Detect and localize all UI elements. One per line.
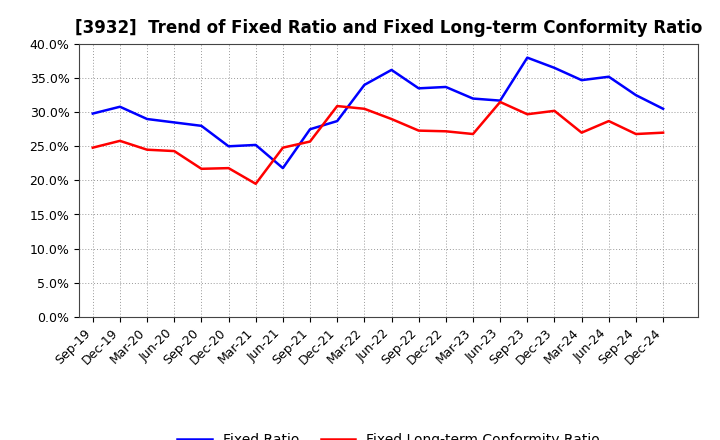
Fixed Long-term Conformity Ratio	[523, 112, 531, 117]
Fixed Ratio	[224, 143, 233, 149]
Fixed Long-term Conformity Ratio	[306, 139, 315, 144]
Fixed Ratio	[631, 92, 640, 98]
Fixed Ratio	[387, 67, 396, 73]
Fixed Long-term Conformity Ratio	[441, 128, 450, 134]
Fixed Ratio	[523, 55, 531, 60]
Fixed Long-term Conformity Ratio	[143, 147, 151, 152]
Line: Fixed Ratio: Fixed Ratio	[93, 58, 663, 168]
Fixed Long-term Conformity Ratio	[89, 145, 97, 150]
Fixed Ratio	[659, 106, 667, 111]
Fixed Ratio	[360, 82, 369, 88]
Fixed Ratio	[279, 165, 287, 171]
Fixed Ratio	[251, 142, 260, 147]
Fixed Long-term Conformity Ratio	[469, 132, 477, 137]
Fixed Long-term Conformity Ratio	[251, 181, 260, 187]
Fixed Ratio	[605, 74, 613, 79]
Fixed Ratio	[306, 127, 315, 132]
Fixed Ratio	[333, 118, 341, 124]
Fixed Long-term Conformity Ratio	[496, 99, 505, 105]
Fixed Ratio	[197, 123, 206, 128]
Fixed Ratio	[414, 86, 423, 91]
Fixed Ratio	[550, 65, 559, 70]
Fixed Ratio	[577, 77, 586, 83]
Fixed Long-term Conformity Ratio	[577, 130, 586, 136]
Fixed Ratio	[170, 120, 179, 125]
Fixed Long-term Conformity Ratio	[659, 130, 667, 136]
Fixed Long-term Conformity Ratio	[224, 165, 233, 171]
Fixed Long-term Conformity Ratio	[631, 132, 640, 137]
Fixed Long-term Conformity Ratio	[414, 128, 423, 133]
Legend: Fixed Ratio, Fixed Long-term Conformity Ratio: Fixed Ratio, Fixed Long-term Conformity …	[172, 427, 606, 440]
Fixed Long-term Conformity Ratio	[605, 118, 613, 124]
Fixed Ratio	[469, 96, 477, 101]
Fixed Ratio	[441, 84, 450, 90]
Title: [3932]  Trend of Fixed Ratio and Fixed Long-term Conformity Ratio: [3932] Trend of Fixed Ratio and Fixed Lo…	[75, 19, 703, 37]
Fixed Ratio	[496, 98, 505, 103]
Line: Fixed Long-term Conformity Ratio: Fixed Long-term Conformity Ratio	[93, 102, 663, 184]
Fixed Long-term Conformity Ratio	[170, 148, 179, 154]
Fixed Long-term Conformity Ratio	[197, 166, 206, 172]
Fixed Ratio	[116, 104, 125, 110]
Fixed Ratio	[143, 116, 151, 121]
Fixed Ratio	[89, 111, 97, 116]
Fixed Long-term Conformity Ratio	[550, 108, 559, 114]
Fixed Long-term Conformity Ratio	[333, 103, 341, 109]
Fixed Long-term Conformity Ratio	[360, 106, 369, 111]
Fixed Long-term Conformity Ratio	[116, 138, 125, 143]
Fixed Long-term Conformity Ratio	[279, 145, 287, 150]
Fixed Long-term Conformity Ratio	[387, 116, 396, 121]
